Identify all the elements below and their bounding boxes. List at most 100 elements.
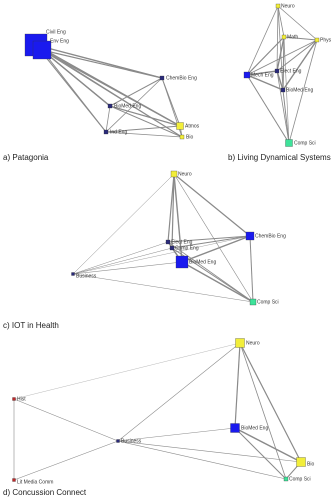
panel-caption: c) IOT in Health xyxy=(3,321,59,330)
node-label: Comp Eng xyxy=(175,245,199,251)
node xyxy=(159,75,165,81)
node-label: Elect Eng xyxy=(171,239,193,245)
node xyxy=(175,255,189,269)
node xyxy=(243,71,251,79)
node xyxy=(314,37,320,43)
edge xyxy=(72,241,169,275)
node-label: Business xyxy=(76,273,97,279)
node-label: Lit Media Comm xyxy=(17,479,53,485)
node xyxy=(281,34,287,40)
node xyxy=(12,397,16,401)
node-label: BioMed Eng xyxy=(286,87,313,93)
edge xyxy=(72,247,173,275)
node-label: Neuro xyxy=(246,340,260,346)
edge xyxy=(246,5,279,76)
node xyxy=(107,103,113,109)
node-label: Atmos xyxy=(185,123,200,129)
edge xyxy=(277,5,318,41)
node-label: Comp Sci xyxy=(294,140,316,146)
edge xyxy=(246,70,278,76)
node xyxy=(12,478,16,482)
edge xyxy=(249,235,254,303)
node-label: BioMed Eng xyxy=(241,425,268,431)
node xyxy=(235,338,245,348)
edge xyxy=(234,342,241,429)
node-label: Civil Eng xyxy=(46,29,66,35)
node-label: Mech Eng xyxy=(251,72,274,78)
node-label: BioMed Eng xyxy=(114,103,141,109)
edge xyxy=(41,49,163,79)
edge xyxy=(173,173,251,237)
edge xyxy=(181,261,254,303)
node xyxy=(296,457,306,467)
node-label: Bio xyxy=(186,134,193,140)
node-label: ChemBio Eng xyxy=(166,75,197,81)
edge xyxy=(239,342,287,480)
node xyxy=(230,423,240,433)
edge xyxy=(41,49,107,133)
node xyxy=(32,40,52,60)
edge xyxy=(72,273,254,303)
edge xyxy=(171,235,251,249)
edge xyxy=(72,261,183,275)
node xyxy=(170,170,178,178)
node xyxy=(116,439,120,443)
edge xyxy=(109,77,163,107)
node xyxy=(283,476,289,482)
node-label: ChemBio Eng xyxy=(255,233,286,239)
edge xyxy=(246,74,290,144)
edge xyxy=(246,39,318,76)
edge xyxy=(117,342,241,442)
node xyxy=(285,139,293,147)
edge xyxy=(171,173,175,249)
node-label: Phys xyxy=(320,37,332,43)
edge xyxy=(117,440,287,480)
edge xyxy=(41,49,111,107)
node xyxy=(176,122,184,130)
node xyxy=(169,245,175,251)
node xyxy=(274,68,280,74)
edge xyxy=(282,36,285,91)
node-label: Comp Sci xyxy=(289,476,311,482)
edges xyxy=(13,5,318,481)
edge xyxy=(246,74,284,91)
node xyxy=(275,3,281,9)
edge xyxy=(276,39,318,72)
node-label: Business xyxy=(121,438,142,444)
panel-caption: a) Patagonia xyxy=(3,153,49,162)
panel-caption: b) Living Dynamical Systems xyxy=(228,153,331,162)
edge xyxy=(276,5,279,72)
node xyxy=(249,298,257,306)
node-label: BioMed Eng xyxy=(189,259,216,265)
edge xyxy=(13,440,119,481)
node-label: Hist xyxy=(17,396,26,402)
node xyxy=(245,231,255,241)
node-label: Bio xyxy=(307,461,314,467)
node xyxy=(165,239,171,245)
edge xyxy=(105,131,183,138)
edge xyxy=(117,440,302,463)
node-label: Math xyxy=(287,34,298,40)
edge xyxy=(109,105,183,138)
panel-caption: d) Concussion Connect xyxy=(3,488,87,497)
edge xyxy=(282,39,318,91)
edge xyxy=(282,89,290,144)
edge xyxy=(234,427,287,480)
node xyxy=(103,129,109,135)
edge xyxy=(173,173,183,263)
edge xyxy=(288,39,318,144)
edge xyxy=(105,105,111,133)
edge xyxy=(167,235,251,243)
edge xyxy=(276,36,285,72)
edge xyxy=(239,342,302,463)
edge xyxy=(246,36,285,76)
edge xyxy=(181,235,251,263)
edge xyxy=(41,49,181,127)
edge xyxy=(277,5,284,91)
edge xyxy=(167,173,175,243)
nodes: Civil Eng Env Eng ChemBio Eng BioMed Eng Ind… xyxy=(3,3,332,497)
edge xyxy=(283,36,290,144)
edge xyxy=(105,77,163,133)
edge xyxy=(277,5,285,38)
node xyxy=(179,134,185,140)
